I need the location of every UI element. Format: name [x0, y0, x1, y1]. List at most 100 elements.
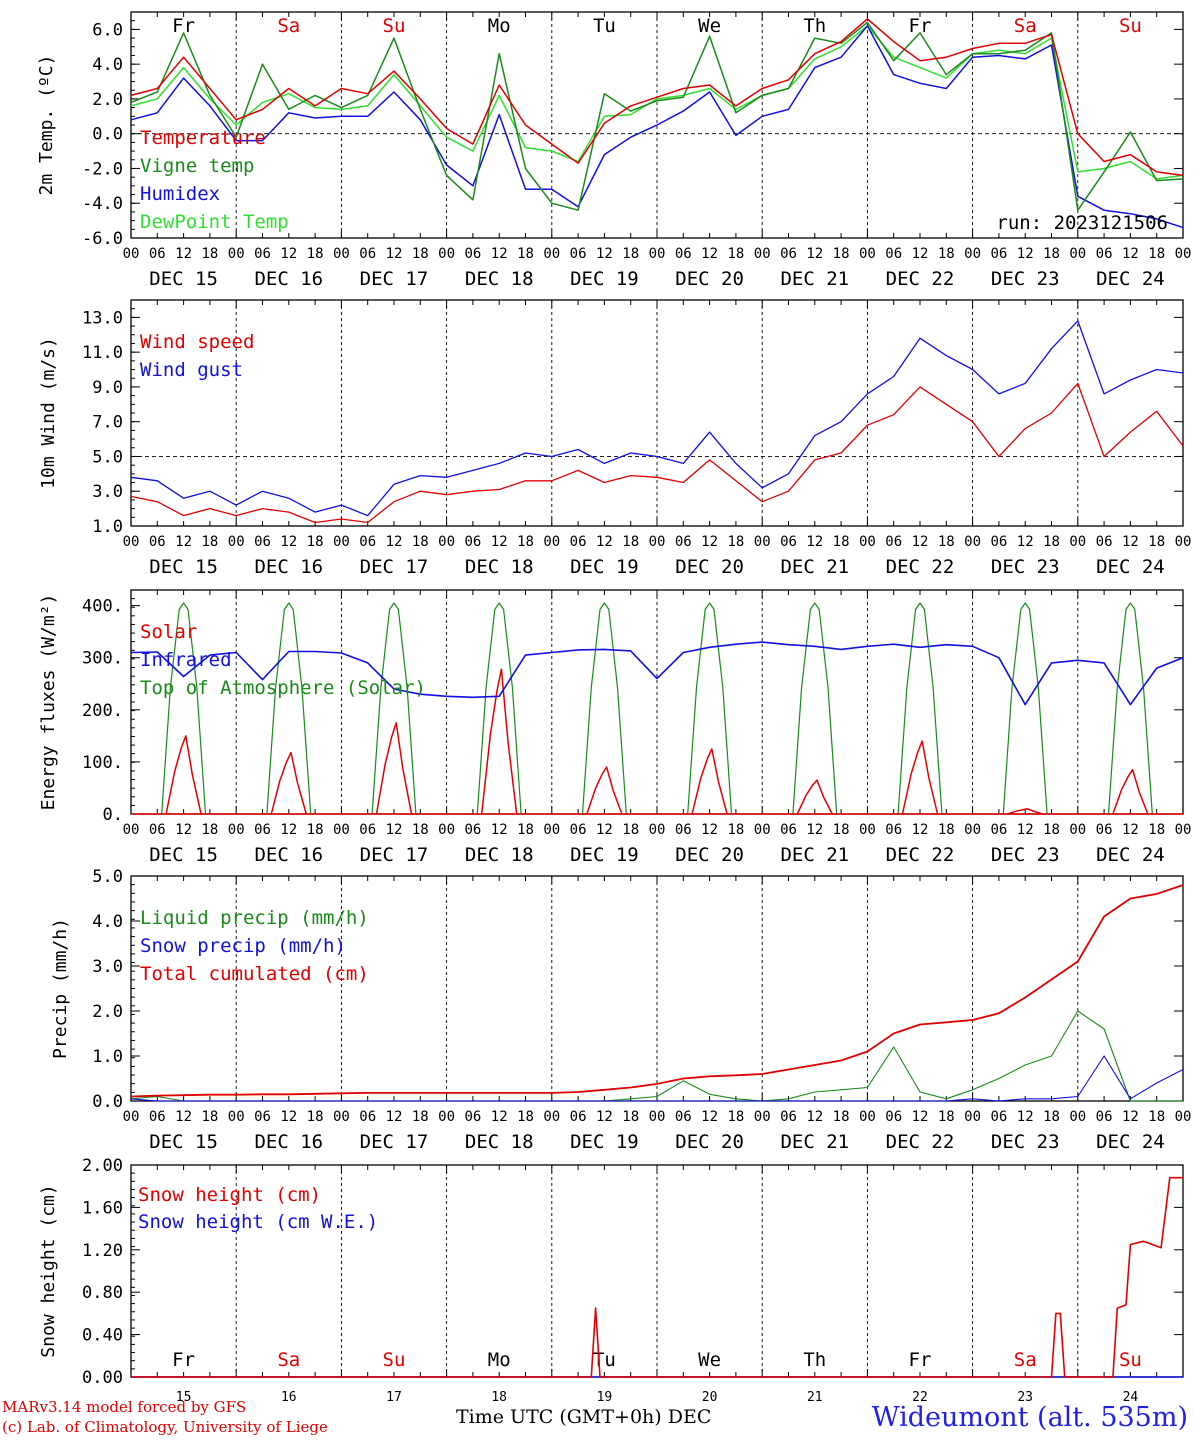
hour-tick-label: 12: [175, 534, 192, 550]
y-tick-label: 0.0: [92, 1092, 123, 1112]
hour-tick-label: 18: [622, 1109, 639, 1125]
temp-series-dewpoint-temp: [130, 25, 1184, 180]
hour-tick-label: 00: [228, 822, 245, 838]
hour-tick-label: 18: [201, 534, 218, 550]
day-number-label: 20: [702, 1390, 718, 1405]
hour-tick-label: 06: [464, 822, 481, 838]
weekday-label: Tu: [593, 15, 616, 37]
infrared-curve: [130, 641, 1184, 706]
y-tick-label: 2.00: [82, 1156, 123, 1176]
date-label: DEC 23: [991, 844, 1060, 866]
hour-tick-label: 18: [938, 822, 955, 838]
panel-3-frame: [130, 589, 1184, 815]
hour-tick-label: 18: [727, 822, 744, 838]
solar-curve: [480, 668, 518, 815]
date-label: DEC 15: [149, 1131, 218, 1153]
toa-solar-curve: [581, 602, 627, 815]
hour-tick-label: 12: [280, 822, 297, 838]
solar-curve: [796, 779, 833, 815]
legend-snow-height-cm-: Snow height (cm): [138, 1184, 321, 1206]
hour-tick-label: 12: [701, 534, 718, 550]
hour-tick-label: 00: [859, 822, 876, 838]
hour-tick-label: 00: [543, 246, 560, 262]
legend-snow-precip-mm-h-: Snow precip (mm/h): [140, 935, 346, 957]
hour-tick-label: 06: [675, 246, 692, 262]
hour-tick-label: 12: [491, 822, 508, 838]
y-tick-label: 0.0: [92, 125, 123, 145]
hour-tick-label: 00: [754, 822, 771, 838]
hour-tick-label: 06: [149, 1109, 166, 1125]
y-axis-label: 10m Wind (m/s): [38, 337, 59, 489]
legend-temperature: Temperature: [140, 127, 266, 149]
hour-tick-label: 00: [543, 822, 560, 838]
hour-tick-label: 06: [1096, 534, 1113, 550]
y-tick-label: 2.0: [92, 1002, 123, 1022]
date-label: DEC 21: [780, 1131, 849, 1153]
solar-curve: [586, 766, 623, 815]
y-tick-label: -4.0: [82, 194, 123, 214]
hour-tick-label: 18: [1148, 246, 1165, 262]
weekday-label: We: [698, 15, 721, 37]
hour-tick-label: 12: [1122, 534, 1139, 550]
hour-tick-label: 00: [754, 246, 771, 262]
hour-tick-label: 18: [517, 534, 534, 550]
weekday-label: We: [698, 1349, 721, 1371]
hour-tick-label: 12: [912, 246, 929, 262]
hour-tick-label: 00: [333, 1109, 350, 1125]
hour-tick-label: 12: [1017, 246, 1034, 262]
hour-tick-label: 12: [806, 822, 823, 838]
hour-tick-label: 12: [280, 534, 297, 550]
weekday-label: Fr: [172, 1349, 195, 1371]
hour-tick-label: 12: [701, 1109, 718, 1125]
snow-series-snow-height-cm-: [131, 1176, 1183, 1378]
hour-tick-label: 12: [386, 246, 403, 262]
y-tick-label: -6.0: [82, 229, 123, 249]
hour-tick-label: 00: [333, 246, 350, 262]
y-tick-label: 100.: [82, 753, 123, 773]
weekday-label: Mo: [488, 1349, 511, 1371]
hour-tick-label: 00: [859, 1109, 876, 1125]
hour-tick-label: 06: [885, 534, 902, 550]
date-label: DEC 22: [886, 844, 955, 866]
toa-solar-curve: [1002, 602, 1048, 815]
hour-tick-label: 18: [201, 1109, 218, 1125]
hour-tick-label: 12: [912, 534, 929, 550]
weekday-label: Th: [803, 15, 826, 37]
hour-tick-label: 12: [280, 246, 297, 262]
legend-dewpoint-temp: DewPoint Temp: [140, 211, 289, 233]
time-axis-title: Time UTC (GMT+0h) DEC: [456, 1406, 711, 1428]
hour-tick-label: 18: [938, 534, 955, 550]
toa-solar-curve: [792, 602, 838, 815]
y-tick-label: 2.0: [92, 90, 123, 110]
hour-tick-label: 06: [570, 822, 587, 838]
y-tick-label: 1.0: [92, 517, 123, 537]
toa-solar-curve: [266, 602, 312, 815]
hour-tick-label: 12: [1017, 534, 1034, 550]
hour-tick-label: 00: [859, 246, 876, 262]
hour-tick-label: 12: [175, 246, 192, 262]
date-label: DEC 19: [570, 556, 639, 578]
hour-tick-label: 00: [1175, 246, 1192, 262]
hour-tick-label: 00: [1175, 1109, 1192, 1125]
hour-tick-label: 18: [938, 246, 955, 262]
date-label: DEC 17: [360, 844, 429, 866]
toa-solar-curve: [897, 602, 943, 815]
date-label: DEC 17: [360, 556, 429, 578]
hour-tick-label: 18: [307, 246, 324, 262]
legend-solar: Solar: [140, 621, 197, 643]
hour-tick-label: 18: [1043, 246, 1060, 262]
hour-tick-label: 12: [1017, 822, 1034, 838]
hour-tick-label: 00: [438, 534, 455, 550]
date-label: DEC 24: [1096, 1131, 1165, 1153]
hour-tick-label: 00: [964, 246, 981, 262]
hour-tick-label: 06: [1096, 246, 1113, 262]
hour-tick-label: 18: [307, 534, 324, 550]
day-number-label: 16: [281, 1390, 297, 1405]
hour-tick-label: 12: [701, 246, 718, 262]
hour-tick-label: 06: [675, 822, 692, 838]
day-number-label: 19: [597, 1390, 613, 1405]
y-tick-label: 9.0: [92, 378, 123, 398]
legend-infrared: Infrared: [140, 649, 232, 671]
hour-tick-label: 06: [149, 246, 166, 262]
hour-tick-label: 06: [990, 1109, 1007, 1125]
